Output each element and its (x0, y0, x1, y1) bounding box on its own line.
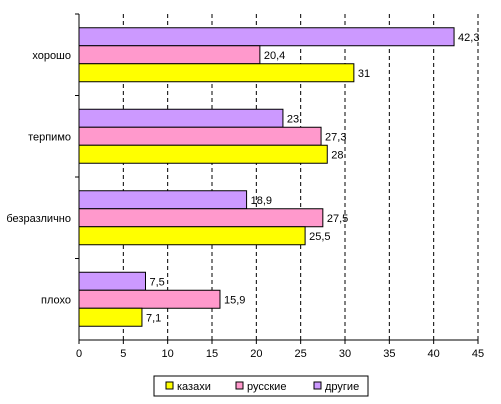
category-label: безразлично (6, 213, 71, 225)
data-label: 18,9 (251, 195, 272, 207)
legend-box (153, 375, 369, 397)
data-label: 42,3 (458, 32, 479, 44)
x-axis: 0 5 10 15 20 25 30 35 40 45 (75, 13, 484, 360)
legend-swatch (165, 381, 174, 390)
bar-русские-хорошо (78, 45, 261, 65)
x-tick-label: 30 (339, 348, 351, 360)
gridlines (122, 14, 479, 340)
bar-казахи-плохо (78, 307, 143, 327)
bar-русские-безразлично (78, 208, 324, 228)
x-tick-label: 25 (295, 348, 307, 360)
x-tick-label: 10 (162, 348, 174, 360)
data-label: 25,5 (309, 231, 330, 243)
x-tick-label: 15 (206, 348, 218, 360)
data-label: 7,5 (150, 276, 165, 288)
legend-swatch (313, 381, 322, 390)
bar-казахи-хорошо (78, 63, 355, 83)
legend-swatch (235, 381, 244, 390)
legend-label: другие (325, 381, 359, 393)
category-label: плохо (41, 294, 71, 306)
x-tick-label: 35 (383, 348, 395, 360)
bars (78, 27, 455, 327)
legend-label: казахи (177, 381, 211, 393)
bar-русские-терпимо (78, 126, 322, 146)
x-tick-label: 45 (472, 348, 484, 360)
data-label: 27,5 (327, 213, 348, 225)
legend: казахи русские другие (153, 375, 369, 397)
data-label: 23 (287, 113, 299, 125)
legend-label: русские (247, 381, 286, 393)
bar-русские-плохо (78, 289, 221, 309)
data-label: 20,4 (264, 50, 285, 62)
x-tick-label: 40 (428, 348, 440, 360)
data-label: 15,9 (224, 294, 245, 306)
x-tick-label: 5 (120, 348, 126, 360)
category-label: хорошо (32, 50, 71, 62)
bar-другие-плохо (78, 271, 146, 291)
data-label: 27,3 (325, 131, 346, 143)
bar-другие-безразлично (78, 190, 248, 210)
bar-другие-терпимо (78, 108, 284, 128)
data-labels: 42,3 20,4 31 23 27,3 28 18,9 27,5 25,5 7,5 15,9 7,1 (146, 32, 480, 325)
category-labels: хорошо терпимо безразлично плохо (6, 50, 71, 307)
bar-казахи-безразлично (78, 226, 306, 246)
data-label: 28 (331, 149, 343, 161)
bar-другие-хорошо (78, 27, 455, 47)
x-tick-label: 20 (250, 348, 262, 360)
x-tick-label: 0 (76, 348, 82, 360)
category-label: терпимо (28, 131, 71, 143)
data-label: 31 (358, 68, 370, 80)
bar-казахи-терпимо (78, 144, 328, 164)
data-label: 7,1 (146, 312, 161, 324)
